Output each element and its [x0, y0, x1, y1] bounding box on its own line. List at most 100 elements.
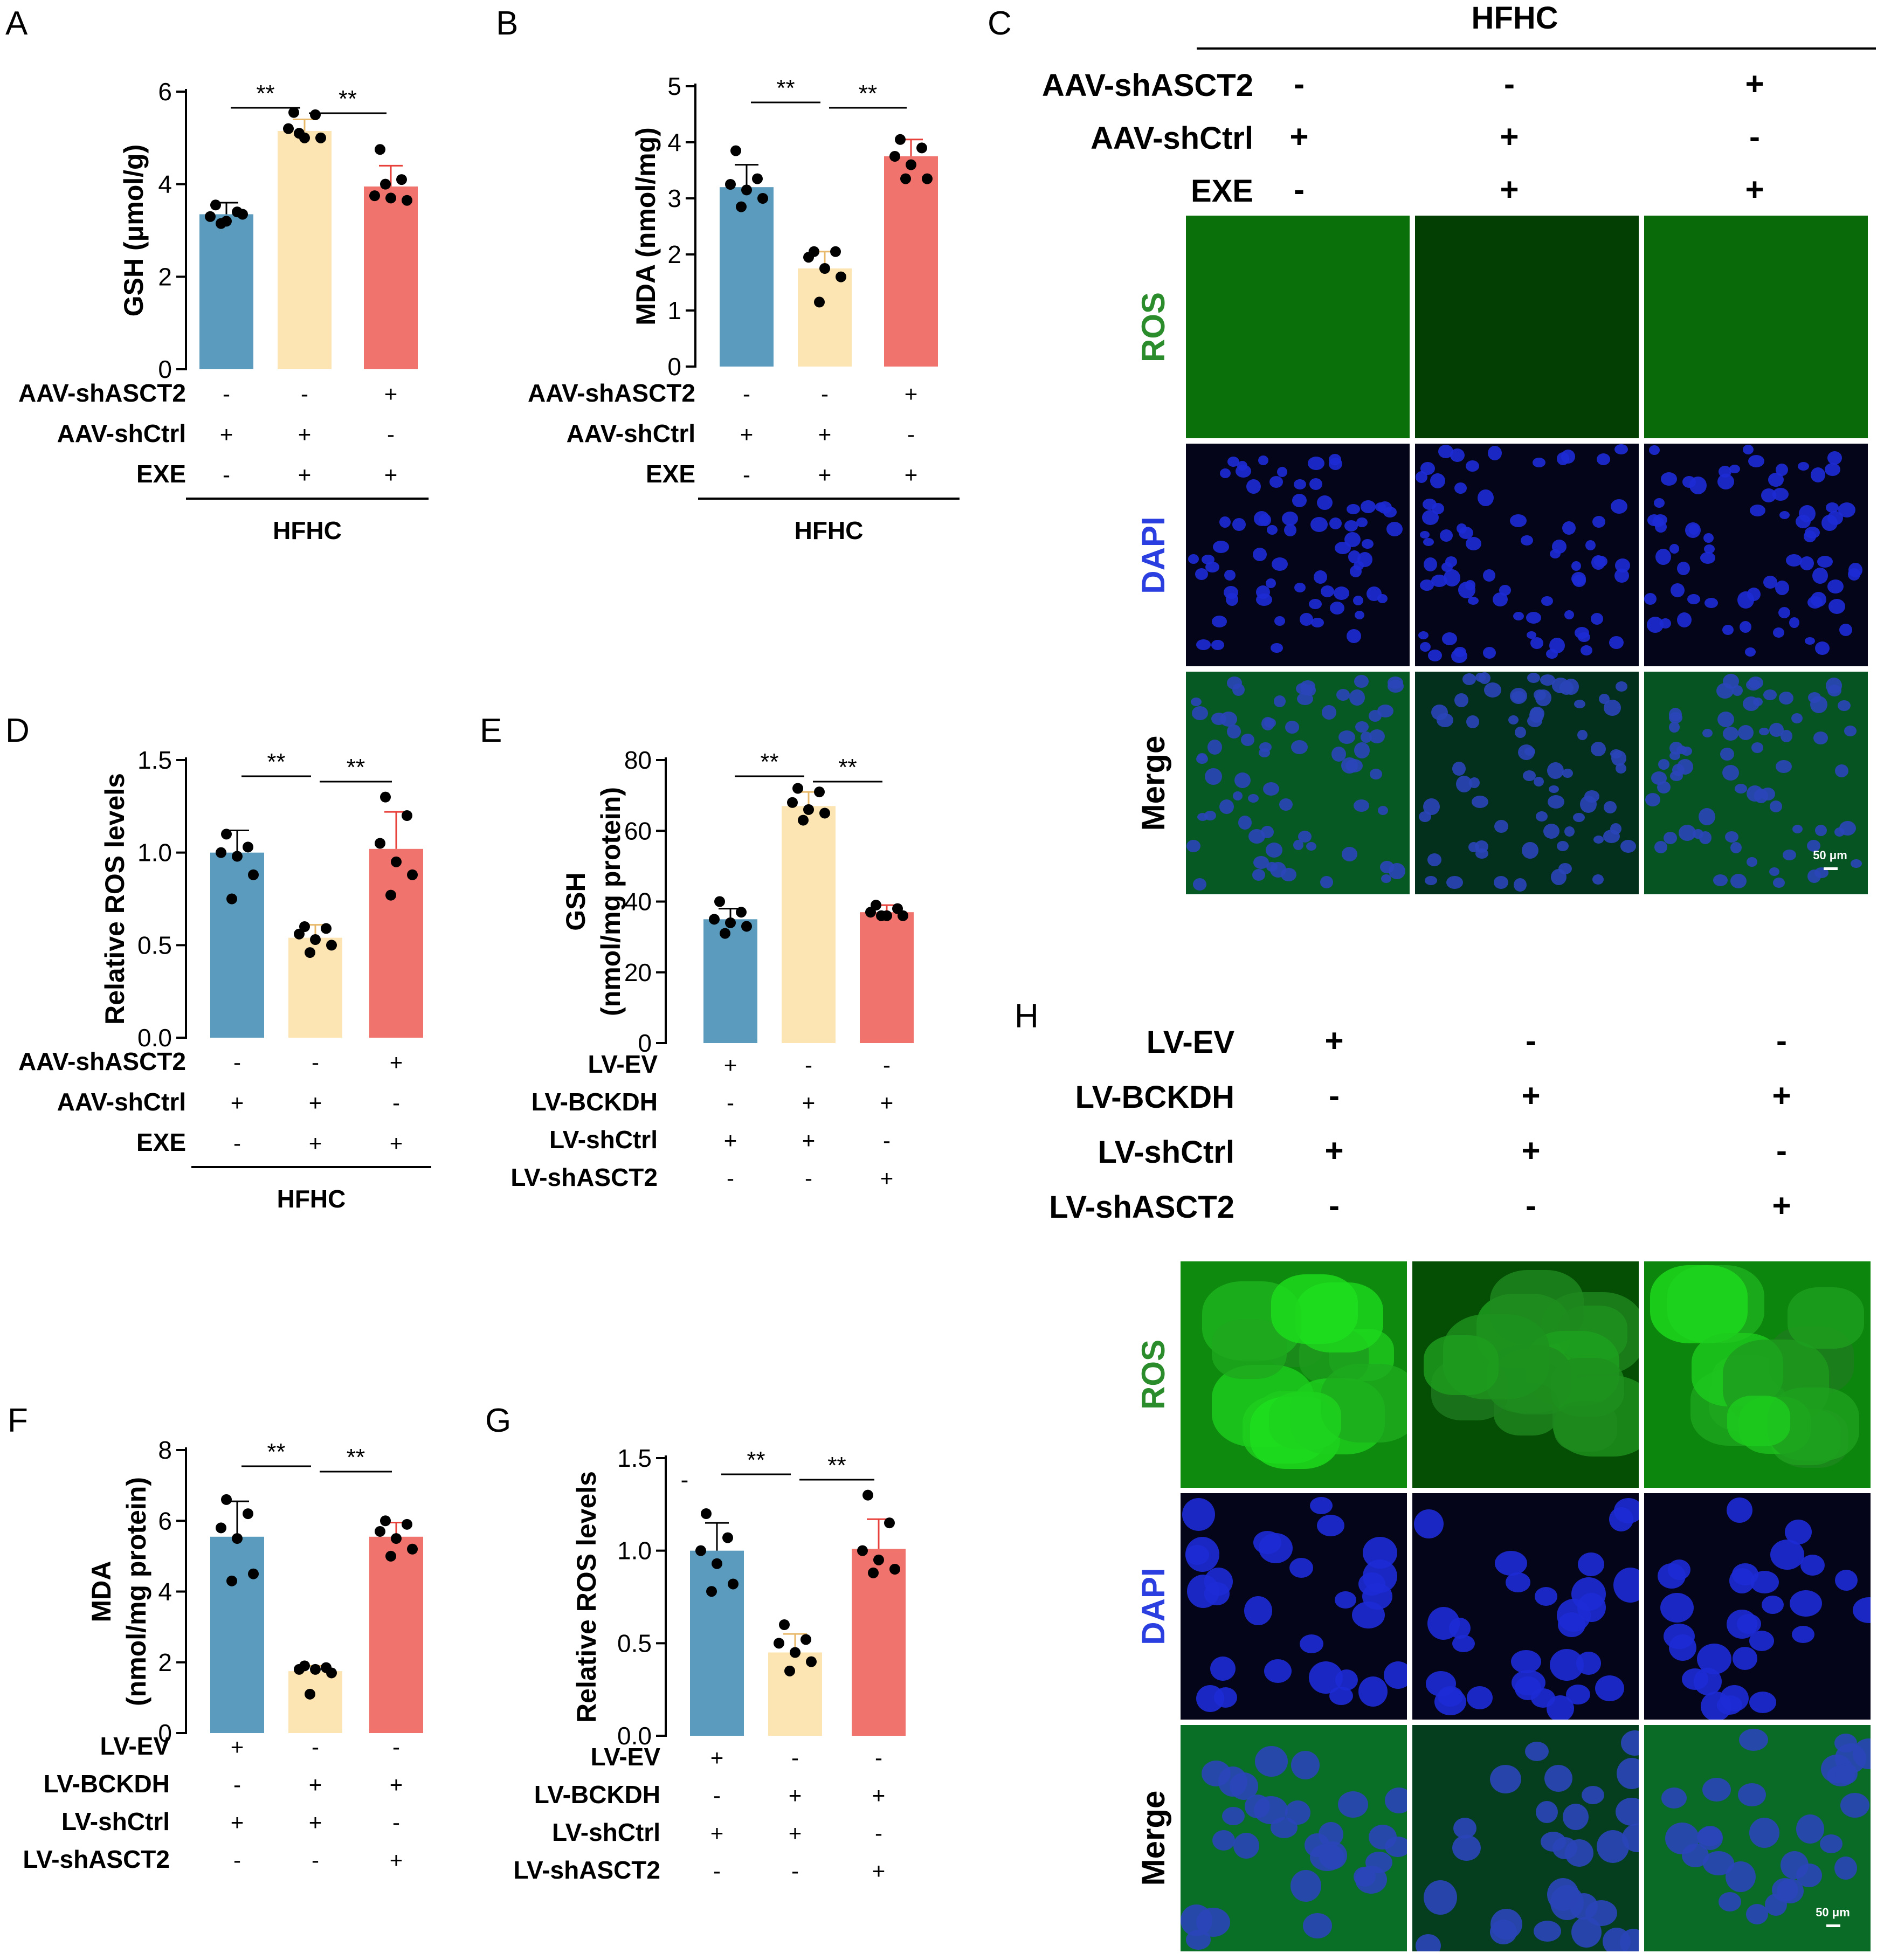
panel-d-y-tick-label: 1.0	[137, 839, 172, 867]
panel-h-row-label-ros: ROS	[1135, 1339, 1171, 1410]
panel-e-data-point	[814, 786, 825, 798]
panel-d-condition-sign: +	[390, 1050, 403, 1075]
panel-label-f: F	[8, 1402, 28, 1439]
panel-b-group-label: HFHC	[795, 516, 864, 544]
panel-f-condition-sign: -	[233, 1772, 241, 1797]
panel-d-condition-sign: +	[309, 1130, 322, 1156]
panel-e-data-point	[787, 797, 798, 808]
panel-b-condition-sign: +	[818, 462, 832, 487]
panel-f-y-axis-label: MDA	[86, 1561, 116, 1623]
panel-c-condition-sign: +	[1745, 66, 1764, 102]
panel-g-data-point	[857, 1545, 868, 1556]
panel-a-condition-label: AAV-shCtrl	[57, 419, 186, 447]
panel-e-condition-sign: -	[805, 1052, 812, 1078]
panel-f-signif-label: **	[347, 1444, 365, 1471]
panel-g-condition-sign: +	[789, 1820, 802, 1846]
panel-d-condition-sign: +	[309, 1090, 322, 1115]
panel-h-condition-sign: +	[1521, 1078, 1541, 1114]
panel-c-condition-sign: -	[1749, 119, 1760, 155]
panel-g-data-point	[790, 1647, 801, 1658]
panel-g-condition-sign: +	[872, 1783, 886, 1808]
panel-h-condition-sign: -	[1526, 1188, 1536, 1224]
panel-c-image-dapi-1	[1186, 444, 1410, 666]
panel-f-data-point	[380, 1515, 391, 1527]
panel-e-data-point	[714, 896, 725, 907]
panel-d-data-point	[385, 889, 396, 901]
panel-g-condition-label: LV-BCKDH	[534, 1780, 660, 1809]
panel-h-condition-sign: +	[1772, 1078, 1791, 1114]
panel-a-data-point	[210, 199, 221, 211]
panel-e-data-point	[865, 907, 876, 918]
panel-g-data-point	[889, 1564, 900, 1575]
panel-d-y-tick-label: 0.0	[137, 1024, 172, 1052]
panel-a-group-label: HFHC	[273, 516, 342, 544]
panel-e-data-point	[736, 907, 747, 918]
panel-f-condition-sign: +	[309, 1810, 322, 1835]
panel-g-condition-sign: -	[791, 1858, 799, 1883]
panel-c-hfhc-title: HFHC	[1471, 1, 1558, 36]
panel-b-condition-label: EXE	[646, 460, 695, 488]
panel-e-data-point	[741, 921, 752, 932]
panel-b-data-point	[922, 173, 933, 184]
panel-b-data-point	[741, 184, 752, 196]
panel-b-data-point	[757, 193, 768, 204]
panel-a-data-point	[315, 132, 326, 143]
panel-c-image-dapi-3	[1644, 444, 1868, 666]
panel-h-condition-sign: +	[1772, 1188, 1791, 1224]
panel-g-data-point	[784, 1665, 795, 1676]
panel-g-data-point	[779, 1619, 790, 1630]
panel-g-data-point	[695, 1545, 706, 1556]
panel-d-data-point	[232, 851, 243, 862]
panel-d-condition-sign: -	[392, 1090, 400, 1115]
panel-b-condition-sign: +	[905, 462, 918, 487]
panel-d-y-tick-label: 0.5	[137, 931, 172, 959]
panel-a-data-point	[369, 190, 380, 202]
panel-g-data-point	[728, 1578, 739, 1590]
panel-a-data-point	[288, 107, 299, 118]
panel-a-data-point	[294, 128, 305, 139]
panel-f-condition-label: LV-shASCT2	[23, 1845, 170, 1873]
panel-h-condition-sign: -	[1329, 1188, 1340, 1224]
panel-f-condition-sign: +	[231, 1810, 244, 1835]
panel-f-data-point	[402, 1519, 412, 1530]
panel-f-condition-sign: -	[312, 1734, 319, 1759]
panel-d-data-point	[294, 928, 305, 940]
panel-f-data-point	[221, 1494, 232, 1505]
panel-d-group-label: HFHC	[277, 1185, 346, 1213]
panel-c-image-ros-3	[1644, 216, 1868, 438]
panel-e-condition-label: LV-shCtrl	[549, 1126, 658, 1154]
panel-h-condition-sign: -	[1776, 1023, 1787, 1059]
panel-f-data-point	[243, 1508, 253, 1520]
panel-b-y-tick-label: 0	[667, 353, 681, 381]
panel-e-signif-label: **	[760, 749, 778, 775]
panel-a-condition-sign: +	[220, 422, 233, 447]
panel-d-data-point	[226, 893, 237, 905]
panel-a-data-point	[237, 209, 248, 220]
panel-h-image-ros-2	[1412, 1261, 1639, 1488]
panel-h-image-ros-1	[1181, 1261, 1407, 1488]
panel-f-data-point	[326, 1667, 337, 1679]
panel-e-condition-sign: -	[805, 1165, 812, 1191]
panel-a-condition-sign: +	[298, 422, 312, 447]
panel-e-y-tick-label: 20	[624, 958, 652, 986]
panel-b-y-tick-label: 3	[667, 184, 681, 212]
panel-b-signif-label: **	[776, 75, 795, 101]
panel-f-condition-sign: -	[233, 1847, 241, 1873]
panel-a-data-point	[385, 192, 396, 204]
panel-label-a: A	[5, 5, 28, 42]
panel-f-y-axis-label-unit: (nmol/mg protein)	[121, 1477, 151, 1706]
panel-e-condition-sign: +	[880, 1090, 894, 1115]
panel-a-data-point	[380, 178, 391, 190]
panel-b-data-point	[819, 263, 830, 274]
panel-f-condition-label: LV-shCtrl	[61, 1807, 170, 1835]
panel-d-data-point	[407, 869, 418, 880]
panel-a-data-point	[375, 144, 385, 155]
panel-g-data-point	[722, 1532, 733, 1543]
panel-f-data-point	[226, 1575, 237, 1586]
panel-label-b: B	[496, 5, 519, 42]
panel-h-condition-label: LV-EV	[1146, 1025, 1234, 1060]
panel-a-data-point	[216, 218, 226, 229]
panel-e-data-point	[876, 910, 887, 921]
panel-a-y-tick-label: 2	[158, 263, 172, 291]
